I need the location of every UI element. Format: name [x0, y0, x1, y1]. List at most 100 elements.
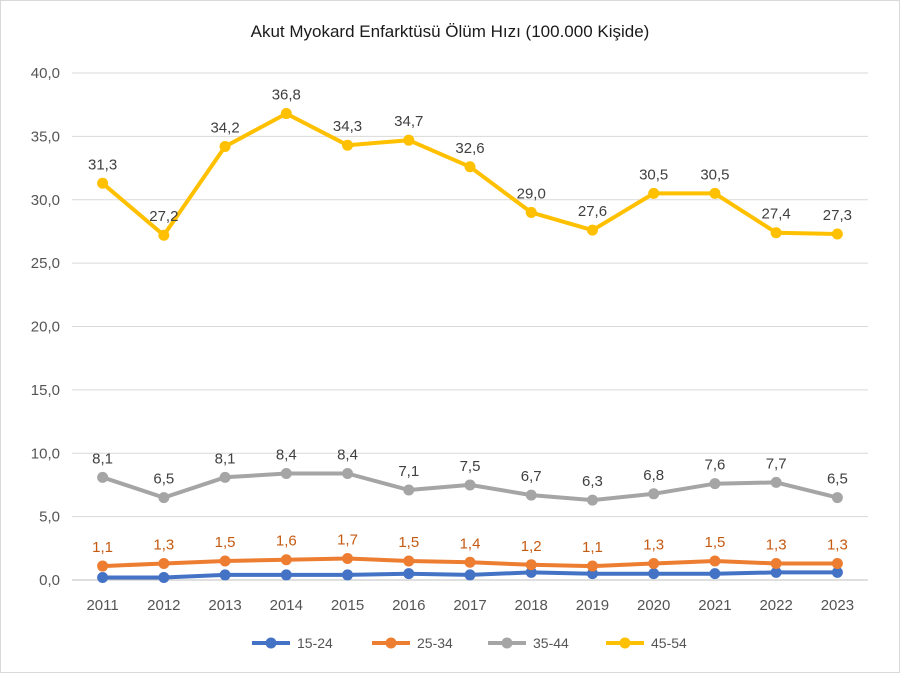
data-label: 32,6: [455, 140, 484, 157]
legend-marker: [501, 637, 513, 649]
y-tick-label: 15,0: [31, 382, 60, 399]
x-tick-label: 2020: [637, 597, 670, 614]
data-point: [158, 492, 170, 504]
data-point: [464, 569, 476, 581]
data-label: 27,4: [762, 206, 791, 223]
data-point: [403, 568, 415, 580]
data-point: [219, 471, 231, 483]
data-label: 31,3: [88, 156, 117, 173]
data-label: 1,2: [521, 538, 542, 555]
data-point: [586, 224, 598, 236]
data-point: [403, 134, 415, 146]
data-label: 1,1: [582, 539, 603, 556]
data-label: 6,5: [153, 471, 174, 488]
x-tick-label: 2016: [392, 597, 425, 614]
x-tick-label: 2017: [453, 597, 486, 614]
data-point: [709, 187, 721, 199]
data-point: [525, 566, 537, 578]
data-point: [158, 558, 170, 570]
x-tick-label: 2023: [821, 597, 854, 614]
legend-marker: [265, 637, 277, 649]
data-point: [586, 568, 598, 580]
data-label: 27,6: [578, 203, 607, 220]
data-point: [831, 492, 843, 504]
data-label: 8,1: [215, 450, 236, 467]
data-label: 34,2: [210, 120, 239, 137]
y-tick-label: 20,0: [31, 319, 60, 336]
data-point: [97, 177, 109, 189]
data-point: [709, 478, 721, 490]
x-tick-label: 2011: [86, 597, 118, 614]
data-point: [97, 471, 109, 483]
data-label: 30,5: [700, 166, 729, 183]
data-label: 7,7: [766, 455, 787, 472]
data-point: [158, 229, 170, 241]
x-tick-label: 2014: [270, 597, 303, 614]
data-label: 1,5: [704, 534, 725, 551]
legend-label: 25-34: [417, 635, 453, 651]
data-label: 8,1: [92, 450, 113, 467]
data-point: [158, 571, 170, 583]
data-point: [831, 558, 843, 570]
y-tick-label: 0,0: [39, 572, 60, 589]
data-label: 1,3: [766, 537, 787, 554]
data-label: 7,5: [460, 458, 481, 475]
data-point: [342, 552, 354, 564]
data-point: [219, 555, 231, 567]
data-label: 7,1: [398, 463, 419, 480]
y-tick-label: 30,0: [31, 192, 60, 209]
legend-label: 45-54: [651, 635, 687, 651]
data-label: 1,5: [398, 534, 419, 551]
data-point: [403, 555, 415, 567]
data-point: [831, 228, 843, 240]
x-tick-label: 2013: [208, 597, 241, 614]
data-point: [586, 494, 598, 506]
data-point: [97, 571, 109, 583]
y-tick-label: 25,0: [31, 255, 60, 272]
data-label: 27,2: [149, 208, 178, 225]
data-point: [464, 556, 476, 568]
data-label: 1,5: [215, 534, 236, 551]
data-point: [280, 108, 292, 120]
data-point: [342, 139, 354, 151]
data-label: 34,3: [333, 118, 362, 135]
data-point: [831, 566, 843, 578]
y-tick-label: 35,0: [31, 128, 60, 145]
data-point: [280, 468, 292, 480]
y-tick-label: 10,0: [31, 445, 60, 462]
data-label: 6,5: [827, 471, 848, 488]
data-label: 29,0: [517, 185, 546, 202]
data-point: [280, 569, 292, 581]
data-point: [464, 479, 476, 491]
data-point: [219, 569, 231, 581]
data-point: [97, 560, 109, 572]
legend-marker: [619, 637, 631, 649]
legend-label: 15-24: [297, 635, 333, 651]
x-tick-label: 2021: [698, 597, 731, 614]
data-point: [525, 489, 537, 501]
data-point: [770, 566, 782, 578]
x-tick-label: 2022: [759, 597, 792, 614]
data-label: 8,4: [276, 447, 297, 464]
data-point: [648, 488, 660, 500]
data-point: [648, 568, 660, 580]
data-label: 36,8: [272, 87, 301, 104]
data-point: [648, 558, 660, 570]
data-label: 1,7: [337, 531, 358, 548]
x-tick-label: 2012: [147, 597, 180, 614]
data-point: [342, 569, 354, 581]
data-label: 34,7: [394, 113, 423, 130]
data-point: [403, 484, 415, 496]
data-point: [709, 555, 721, 567]
data-label: 6,3: [582, 473, 603, 490]
data-label: 1,1: [92, 539, 113, 556]
data-point: [280, 554, 292, 566]
data-label: 6,7: [521, 468, 542, 485]
chart-title: Akut Myokard Enfarktüsü Ölüm Hızı (100.0…: [250, 22, 650, 41]
data-point: [342, 468, 354, 480]
x-tick-label: 2019: [576, 597, 609, 614]
data-point: [770, 476, 782, 488]
data-label: 27,3: [823, 207, 852, 224]
data-label: 1,4: [460, 535, 481, 552]
